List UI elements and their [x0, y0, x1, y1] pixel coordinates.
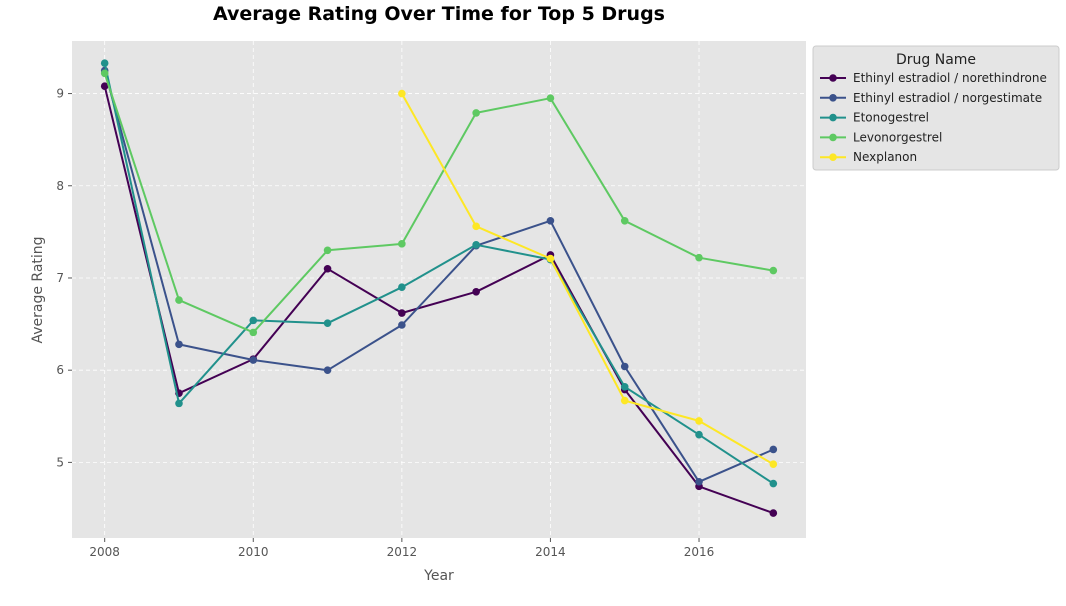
data-point	[546, 254, 555, 263]
data-point	[323, 366, 332, 374]
legend-item: Etonogestrel	[820, 111, 929, 125]
data-point	[323, 264, 332, 273]
x-tick-label: 2016	[684, 545, 715, 559]
data-point	[695, 417, 703, 425]
data-point	[398, 89, 406, 98]
data-point	[769, 266, 778, 275]
legend-box	[812, 45, 1060, 171]
legend-label: Nexplanon	[853, 150, 917, 164]
data-point	[175, 399, 183, 408]
data-point	[249, 356, 258, 364]
legend-label: Etonogestrel	[853, 111, 929, 125]
legend-swatch-marker	[829, 133, 837, 142]
y-axis-label: Average Rating	[30, 236, 46, 343]
data-point	[769, 479, 778, 488]
series-line	[103, 70, 774, 483]
data-point	[695, 430, 703, 439]
y-tick-label: 6	[56, 363, 64, 377]
data-point	[398, 283, 406, 291]
data-point	[472, 222, 480, 231]
x-axis-label: Year	[423, 568, 454, 584]
legend-swatch-marker	[829, 153, 837, 161]
legend-label: Ethinyl estradiol / norgestimate	[853, 91, 1042, 105]
series-line	[103, 72, 774, 334]
data-point	[769, 460, 778, 469]
data-point	[472, 240, 480, 249]
data-point	[620, 396, 629, 405]
legend-item: Levonorgestrel	[820, 130, 942, 144]
series-line	[401, 93, 774, 466]
data-point	[175, 296, 183, 304]
data-point	[100, 82, 109, 90]
chart-title: Average Rating Over Time for Top 5 Drugs	[213, 3, 665, 25]
series-4	[398, 89, 778, 469]
data-point	[323, 246, 332, 255]
y-tick-label: 8	[56, 179, 64, 193]
legend-title: Drug Name	[896, 52, 976, 68]
legend-items: Ethinyl estradiol / norethindrone Ethinyl…	[820, 71, 1047, 164]
x-tick-label: 2014	[535, 545, 566, 559]
series-group	[100, 59, 778, 517]
y-tick-label: 9	[56, 87, 64, 101]
data-point	[546, 217, 555, 225]
data-point	[769, 509, 778, 517]
data-point	[249, 328, 258, 337]
legend-item: Ethinyl estradiol / norgestimate	[820, 91, 1042, 105]
legend-swatch-marker	[829, 74, 837, 82]
x-tick-label: 2012	[387, 545, 418, 559]
data-point	[398, 321, 406, 329]
x-tick-label: 2010	[238, 545, 269, 559]
plot-area	[72, 41, 806, 538]
data-point	[249, 316, 258, 325]
legend-swatch-marker	[829, 94, 837, 102]
data-point	[620, 362, 629, 371]
data-point	[769, 445, 778, 454]
data-point	[398, 240, 406, 248]
series-line	[103, 85, 774, 515]
data-point	[546, 94, 555, 102]
x-tick-label: 2008	[89, 545, 120, 559]
y-tick-label: 7	[56, 271, 64, 285]
data-point	[100, 59, 109, 67]
legend-item: Nexplanon	[820, 150, 917, 164]
data-point	[398, 309, 406, 317]
ticks: 2008 2010 2012 2014 2016 5 6 7 8 9	[56, 87, 714, 559]
y-tick-label: 5	[56, 455, 64, 469]
data-point	[620, 217, 629, 225]
legend-swatch-marker	[829, 113, 837, 122]
data-point	[323, 319, 332, 327]
data-point	[472, 288, 480, 296]
legend-item: Ethinyl estradiol / norethindrone	[820, 71, 1047, 85]
series-3	[100, 69, 778, 337]
legend-label: Ethinyl estradiol / norethindrone	[853, 71, 1047, 85]
legend: Drug Name Ethinyl estradiol / norethindr…	[812, 45, 1060, 171]
data-point	[695, 253, 703, 262]
data-point	[175, 340, 183, 349]
data-point	[695, 477, 703, 486]
grid	[72, 41, 806, 538]
data-point	[100, 69, 109, 78]
legend-label: Levonorgestrel	[853, 130, 942, 144]
data-point	[472, 109, 480, 117]
data-point	[620, 382, 629, 391]
